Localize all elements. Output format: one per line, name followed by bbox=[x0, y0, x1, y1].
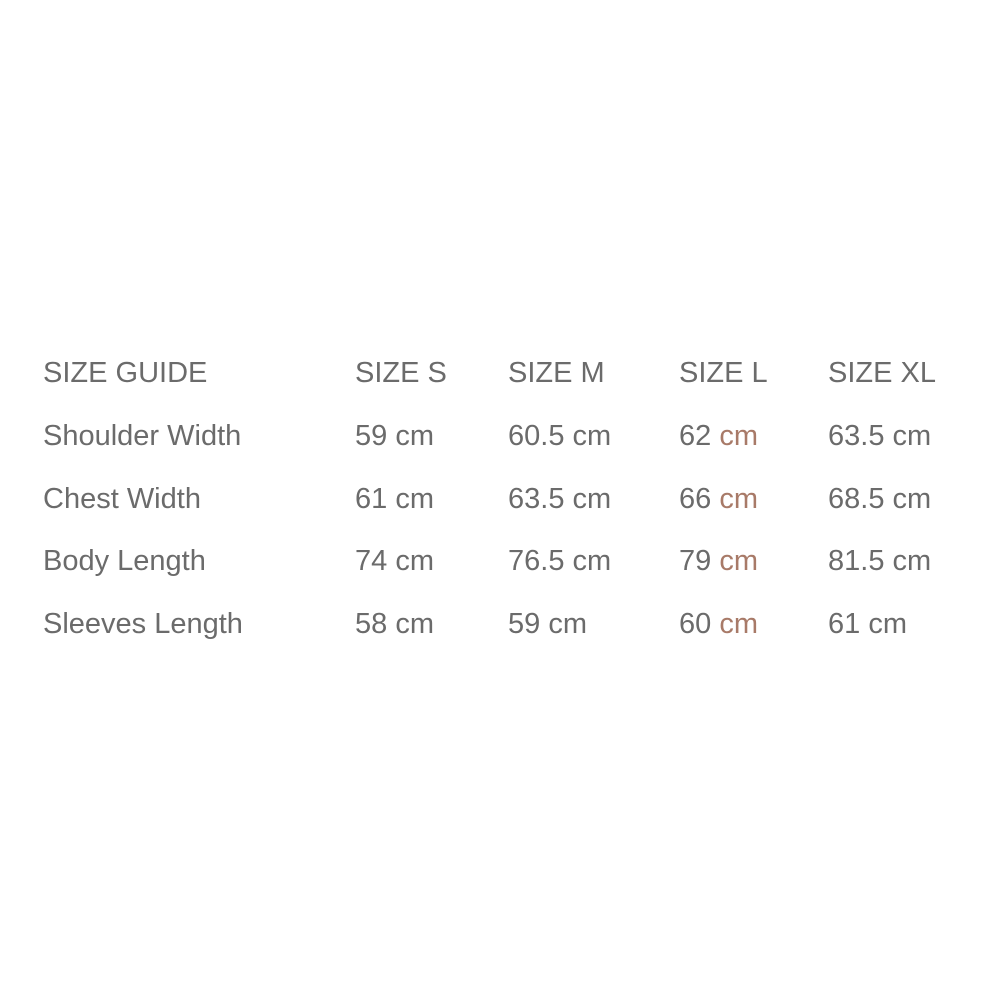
measurement-unit: cm bbox=[395, 608, 434, 640]
row-label: Body Length bbox=[43, 545, 206, 577]
measurement-cell: 68.5 cm bbox=[828, 479, 931, 519]
measurement-unit: cm bbox=[868, 608, 907, 640]
measurement-unit: cm bbox=[572, 483, 612, 515]
measurement-value: 68.5 bbox=[828, 483, 885, 515]
measurement-cell: 79 cm bbox=[679, 541, 758, 581]
header-cell: SIZE M bbox=[508, 357, 605, 389]
measurement-value: 59 bbox=[355, 420, 388, 452]
measurement-unit: cm bbox=[395, 483, 434, 515]
measurement-unit: cm bbox=[892, 420, 932, 452]
measurement-value: 63.5 bbox=[828, 420, 885, 452]
row-label: Chest Width bbox=[43, 483, 201, 515]
measurement-cell: 81.5 cm bbox=[828, 541, 931, 581]
table-row: Chest Width 61 cm 63.5 cm 66 cm 68.5 cm bbox=[0, 479, 1000, 519]
header-row: SIZE GUIDE SIZE S SIZE M SIZE L SIZE XL bbox=[0, 353, 1000, 393]
measurement-value: 61 bbox=[355, 483, 388, 515]
measurement-value: 62 bbox=[679, 420, 712, 452]
measurement-value: 60 bbox=[679, 608, 712, 640]
measurement-value: 61 bbox=[828, 608, 861, 640]
measurement-cell: 60.5 cm bbox=[508, 416, 611, 456]
measurement-cell: 63.5 cm bbox=[508, 479, 611, 519]
measurement-cell: 62 cm bbox=[679, 416, 758, 456]
measurement-value: 76.5 bbox=[508, 545, 565, 577]
measurement-unit: cm bbox=[719, 545, 758, 577]
measurement-unit: cm bbox=[719, 608, 758, 640]
measurement-cell: 63.5 cm bbox=[828, 416, 931, 456]
row-label: Shoulder Width bbox=[43, 420, 242, 452]
measurement-cell: 74 cm bbox=[355, 541, 434, 581]
measurement-unit: cm bbox=[719, 420, 758, 452]
table-row: Body Length 74 cm 76.5 cm 79 cm 81.5 cm bbox=[0, 541, 1000, 581]
measurement-value: 79 bbox=[679, 545, 712, 577]
table-row: Shoulder Width 59 cm 60.5 cm 62 cm 63.5 cm bbox=[0, 416, 1000, 456]
measurement-cell: 61 cm bbox=[355, 479, 434, 519]
measurement-cell: 58 cm bbox=[355, 604, 434, 644]
header-cell: SIZE S bbox=[355, 357, 447, 389]
measurement-value: 74 bbox=[355, 545, 388, 577]
measurement-value: 59 bbox=[508, 608, 541, 640]
measurement-cell: 60 cm bbox=[679, 604, 758, 644]
measurement-cell: 59 cm bbox=[355, 416, 434, 456]
measurement-cell: 61 cm bbox=[828, 604, 907, 644]
measurement-value: 81.5 bbox=[828, 545, 885, 577]
measurement-unit: cm bbox=[395, 545, 434, 577]
measurement-value: 63.5 bbox=[508, 483, 565, 515]
measurement-unit: cm bbox=[548, 608, 587, 640]
measurement-cell: 66 cm bbox=[679, 479, 758, 519]
measurement-unit: cm bbox=[892, 483, 932, 515]
measurement-unit: cm bbox=[572, 420, 612, 452]
measurement-cell: 59 cm bbox=[508, 604, 587, 644]
measurement-value: 58 bbox=[355, 608, 388, 640]
table-row: Sleeves Length 58 cm 59 cm 60 cm 61 cm bbox=[0, 604, 1000, 644]
measurement-unit: cm bbox=[395, 420, 434, 452]
measurement-unit: cm bbox=[719, 483, 758, 515]
measurement-cell: 76.5 cm bbox=[508, 541, 611, 581]
header-cell: SIZE GUIDE bbox=[43, 357, 208, 389]
header-cell: SIZE XL bbox=[828, 357, 936, 389]
measurement-value: 60.5 bbox=[508, 420, 565, 452]
row-label: Sleeves Length bbox=[43, 608, 243, 640]
measurement-value: 66 bbox=[679, 483, 712, 515]
measurement-unit: cm bbox=[572, 545, 612, 577]
measurement-unit: cm bbox=[892, 545, 932, 577]
header-cell: SIZE L bbox=[679, 357, 768, 389]
